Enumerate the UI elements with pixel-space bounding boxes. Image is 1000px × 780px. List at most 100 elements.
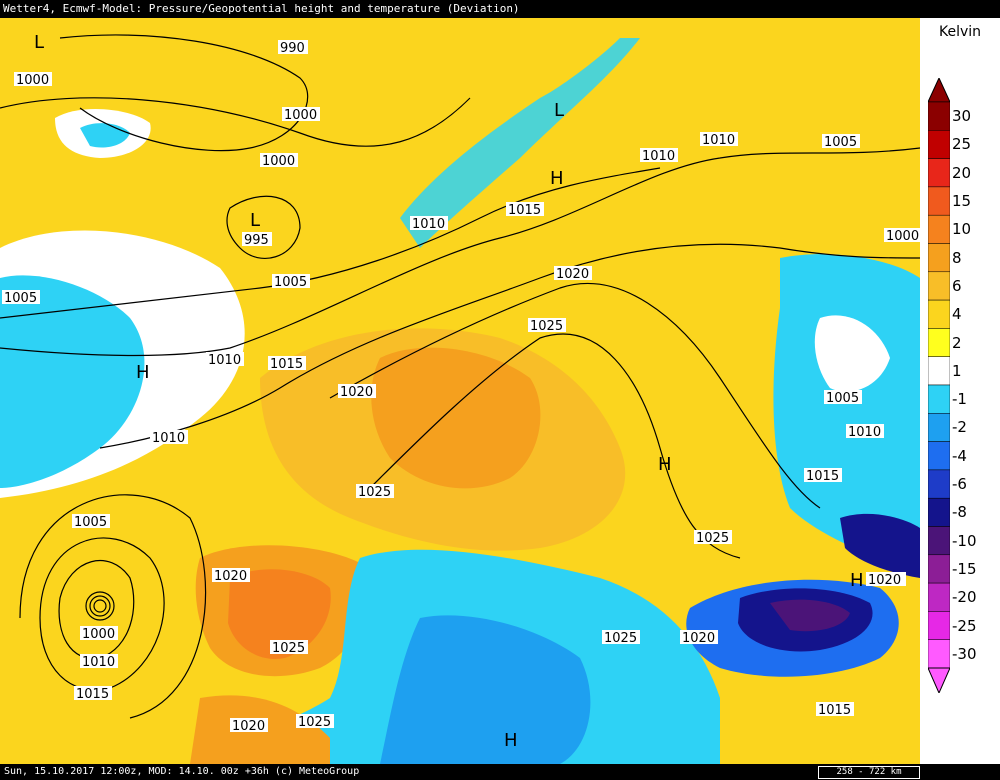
isobar-label-1020-a: 1020	[340, 385, 373, 400]
footer-run-info: Sun, 15.10.2017 12:00z, MOD: 14.10. 00z …	[4, 766, 360, 777]
cyclone-core-ring-3	[85, 591, 115, 621]
isobar-1010	[0, 147, 920, 357]
legend-label: 10	[952, 220, 972, 239]
isobar-label-1015-d: 1015	[76, 687, 109, 702]
cyclone-core-ring-1	[93, 599, 107, 613]
isobar-label-1000-e: 1000	[82, 627, 115, 642]
isobar-label-1010-d: 1010	[642, 149, 675, 164]
isobar-label-1000-b: 1000	[284, 108, 317, 123]
high-center-africa: H	[504, 730, 518, 751]
cold-zone-russia	[773, 254, 920, 578]
legend-swatch	[928, 554, 950, 584]
isobar-label-1005-e: 1005	[74, 515, 107, 530]
low-center-west: L	[34, 32, 44, 53]
legend-label: 30	[952, 107, 972, 126]
isobar-label-1005-c: 1005	[824, 135, 857, 150]
color-legend: Kelvin 30 25 20 15 10 8 6 4 2 1 -1 -2 -4 -6 -8 -10 -15 -2…	[920, 18, 1000, 764]
legend-label: 8	[952, 248, 962, 267]
isobar-label-1010-b: 1010	[152, 431, 185, 446]
isobar-label-1020-e: 1020	[682, 631, 715, 646]
isobar-label-1025-b: 1025	[358, 485, 391, 500]
cold-zone-east	[840, 513, 920, 578]
legend-label: -15	[952, 559, 977, 578]
legend-swatch	[928, 582, 950, 612]
isobar-1015	[99, 243, 920, 449]
legend-swatch	[928, 384, 950, 414]
high-center-balkans: H	[658, 454, 672, 475]
legend-swatch	[928, 158, 950, 188]
isobar-label-1005-d: 1005	[826, 391, 859, 406]
legend-swatch	[928, 356, 950, 386]
isobar-lines	[0, 34, 920, 719]
legend-swatch	[928, 243, 950, 273]
isobar-label-1005-a: 1005	[274, 275, 307, 290]
legend-label: 25	[952, 135, 972, 154]
isobar-label-995: 995	[244, 233, 269, 248]
legend-label: -30	[952, 644, 977, 663]
legend-label: -10	[952, 531, 977, 550]
low-center-scotland: L	[250, 210, 260, 231]
map-canvas: 990 1000 1000 1000 995 1005 1005 1010 10…	[0, 18, 920, 764]
isobar-label-1020-b: 1020	[556, 267, 589, 282]
warm-core-central	[371, 347, 541, 489]
isobar-label-1025-d: 1025	[272, 641, 305, 656]
legend-swatch	[928, 299, 950, 329]
high-center-atlantic: H	[136, 362, 150, 383]
legend-label: 2	[952, 333, 962, 352]
legend-swatch	[928, 271, 950, 301]
legend-swatch	[928, 441, 950, 471]
isobar-1015-cyclone	[19, 494, 207, 719]
footer-bar: Sun, 15.10.2017 12:00z, MOD: 14.10. 00z …	[0, 764, 1000, 780]
legend-swatch	[928, 214, 950, 244]
legend-label: -2	[952, 418, 967, 437]
isobar-label-1000-d: 1000	[886, 229, 919, 244]
cyclone-core-ring-2	[89, 595, 111, 617]
isobar-1025	[359, 333, 741, 559]
high-center-east: H	[850, 570, 864, 591]
pressure-center-group: L L L H H H H H	[34, 32, 864, 751]
legend-swatch	[928, 526, 950, 556]
isobar-1010-cyclone	[39, 537, 165, 691]
cold-core-mediterranean	[380, 615, 591, 764]
isobar-label-1010-g: 1010	[82, 655, 115, 670]
isobar-label-1015-c: 1015	[806, 469, 839, 484]
isobar-label-1025-e: 1025	[604, 631, 637, 646]
isobar-label-1020-c: 1020	[868, 573, 901, 588]
legend-label: -25	[952, 616, 977, 635]
legend-label: 1	[952, 361, 962, 380]
isobar-label-1025-f: 1025	[298, 715, 331, 730]
legend-label: -6	[952, 475, 967, 494]
legend-swatch	[928, 130, 950, 159]
isobar-label-1010-e: 1010	[702, 133, 735, 148]
isobar-1020	[329, 282, 821, 509]
cold-zone-atlantic	[0, 275, 145, 488]
scale-bar: 258 - 722 km	[818, 766, 920, 779]
isobar-label-990: 990	[280, 41, 305, 56]
isobar-label-1025-a: 1025	[530, 319, 563, 334]
warm-core-iberia	[228, 569, 331, 659]
legend-label: 6	[952, 276, 962, 295]
legend-arrow-top	[928, 78, 950, 103]
legend-swatch	[928, 639, 950, 669]
legend-swatch	[928, 469, 950, 499]
legend-swatch	[928, 413, 950, 442]
map-title: Wetter4, Ecmwf-Model: Pressure/Geopotent…	[0, 0, 1000, 18]
legend-swatch	[928, 186, 950, 216]
neutral-zone-russia	[814, 315, 890, 392]
weather-map[interactable]: 990 1000 1000 1000 995 1005 1005 1010 10…	[0, 18, 920, 764]
isobar-label-1015-a: 1015	[270, 357, 303, 372]
legend-arrow-bottom	[928, 667, 950, 693]
isobar-label-1015-e: 1015	[818, 703, 851, 718]
isobar-label-group: 990 1000 1000 1000 995 1005 1005 1010 10…	[2, 40, 920, 734]
isobar-label-1000-c: 1000	[262, 154, 295, 169]
isobar-label-1010-c: 1010	[412, 217, 445, 232]
isobar-label-1010-f: 1010	[848, 425, 881, 440]
isobar-995	[226, 195, 301, 259]
legend-swatch	[928, 611, 950, 640]
legend-label: 20	[952, 163, 972, 182]
isobar-label-1020-f: 1020	[232, 719, 265, 734]
isobar-1005	[0, 167, 661, 319]
high-center-sweden: H	[550, 168, 564, 189]
isobar-label-1005-b: 1005	[4, 291, 37, 306]
legend-label: 4	[952, 305, 962, 324]
